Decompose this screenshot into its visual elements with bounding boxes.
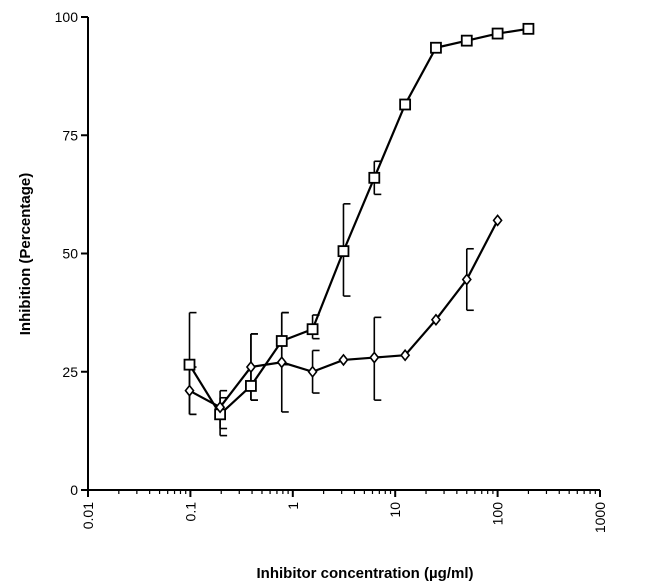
x-tick-label: 10 — [387, 502, 403, 518]
x-tick-label: 0.1 — [182, 502, 198, 522]
series-1-line — [188, 27, 529, 417]
diamond-marker — [307, 365, 318, 379]
axes: 0 25 50 75 100 0.01 0.1 1 10 100 1000 — [55, 9, 608, 533]
diamond-marker — [215, 400, 226, 414]
x-tick-label: 1 — [285, 502, 301, 510]
square-marker — [491, 27, 504, 40]
diamond-marker — [492, 214, 503, 227]
square-marker — [522, 22, 535, 35]
y-tick-label: 75 — [62, 127, 78, 143]
error-bars — [188, 160, 474, 437]
y-tick-label: 50 — [62, 246, 78, 262]
square-marker — [399, 98, 412, 111]
diamond-marker — [461, 273, 472, 286]
diamond-marker — [430, 313, 441, 327]
diamond-marker — [276, 356, 287, 369]
x-tick-label: 0.01 — [80, 502, 96, 529]
y-axis-title: Inhibition (Percentage) — [17, 173, 34, 336]
square-marker — [183, 358, 196, 371]
x-axis-title: Inhibitor concentration (µg/ml) — [257, 565, 474, 582]
x-tick-label: 1000 — [592, 502, 608, 533]
square-marker — [245, 380, 257, 392]
x-tick-label: 100 — [490, 502, 506, 526]
series-lines — [188, 27, 529, 417]
diamond-marker — [369, 351, 380, 364]
diamond-marker — [338, 353, 349, 367]
diamond-marker — [184, 384, 195, 397]
square-marker — [337, 245, 350, 258]
y-tick-label: 25 — [62, 364, 78, 380]
y-tick-label: 100 — [55, 9, 79, 25]
y-tick-label: 0 — [70, 482, 78, 498]
square-marker — [275, 335, 288, 347]
data-markers — [183, 22, 535, 421]
square-marker — [430, 41, 442, 54]
square-marker — [306, 323, 319, 336]
diamond-marker — [245, 360, 256, 374]
diamond-marker — [400, 348, 411, 362]
square-marker — [368, 171, 381, 184]
square-marker — [460, 34, 473, 47]
